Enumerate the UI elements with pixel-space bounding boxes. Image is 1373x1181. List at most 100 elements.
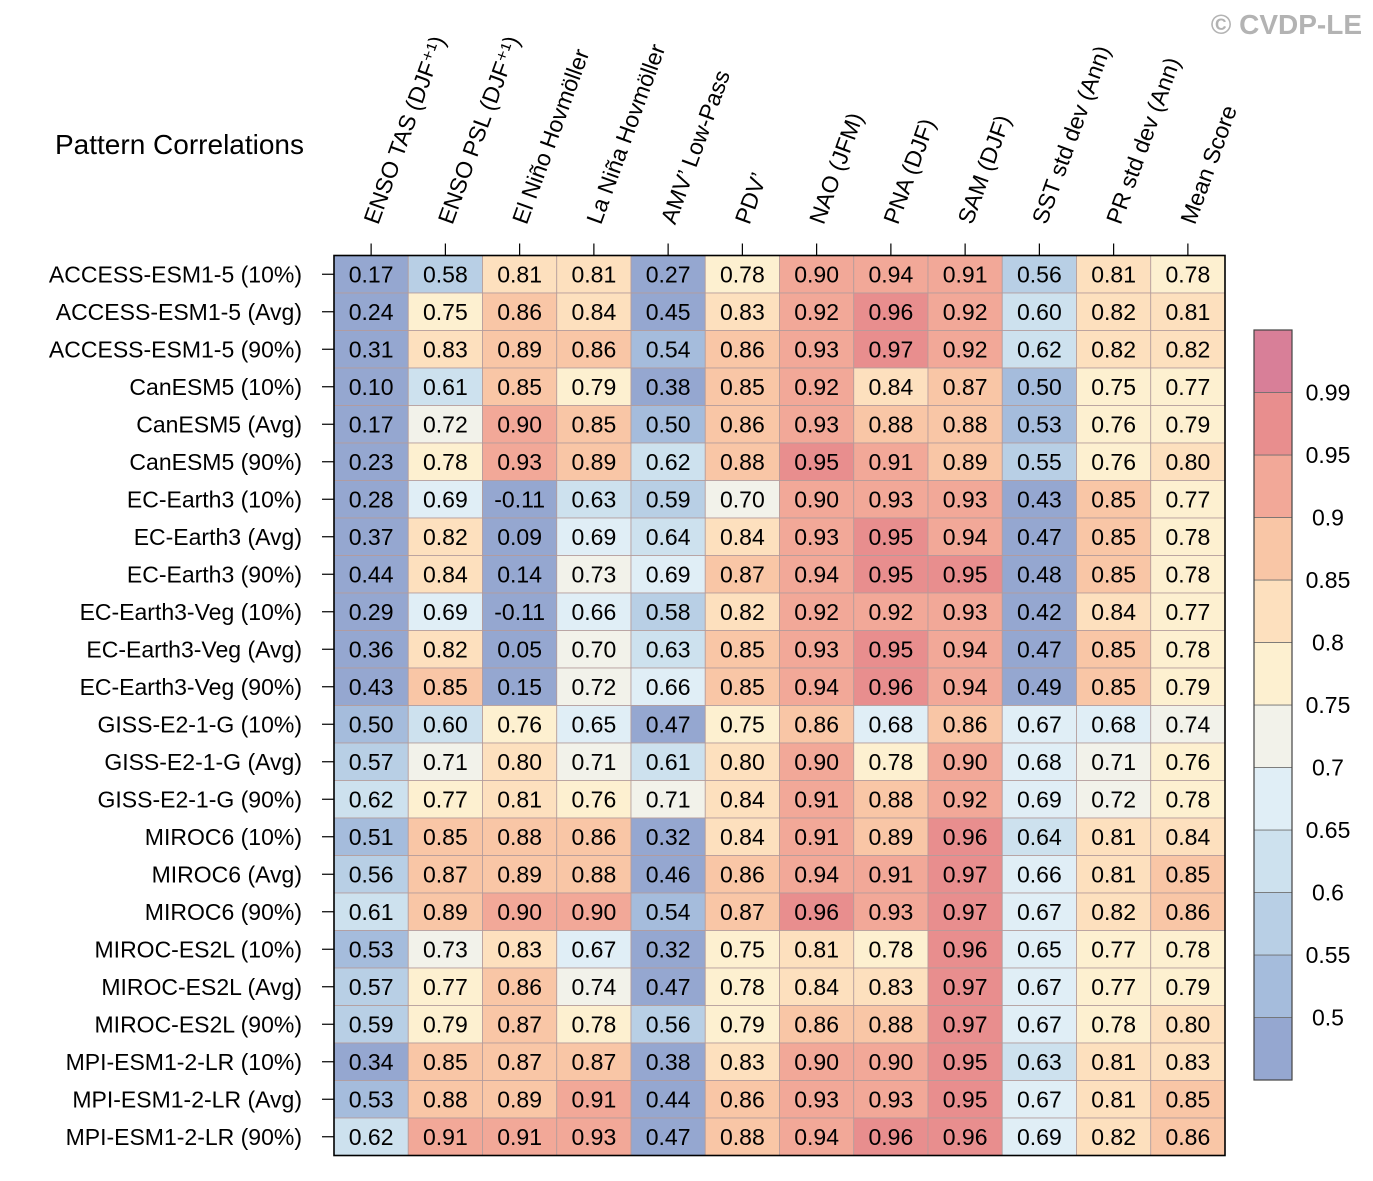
row-label: MPI-ESM1-2-LR (Avg) [72,1086,302,1112]
colorbar: 0.5 0.55 0.6 0.65 0.7 0.75 0.8 0.85 0.9 0.95 0.99 [1253,329,1350,1081]
heatmap-cell [556,1042,632,1081]
cell-value-label: 0.86 [794,1011,839,1037]
heatmap-cell [927,367,1003,406]
colorbar-tick-label: 0.8 [1312,630,1344,656]
cell-value-label: 0.85 [1091,636,1136,662]
cell-value-label: 0.32 [646,824,691,850]
cell-value-label: 0.69 [423,486,468,512]
cell-value-label: 0.88 [943,411,988,437]
heatmap-cell [779,1005,855,1044]
cell-value-label: 0.92 [868,599,913,625]
heatmap-cell [407,367,483,406]
heatmap-cell [1001,1005,1077,1044]
heatmap-cell [482,667,558,706]
cell-value-label: 0.92 [794,374,839,400]
cell-value-label: 0.81 [497,786,542,812]
heatmap-cell [779,892,855,931]
cell-value-label: 0.87 [720,561,765,587]
heatmap-cell [407,255,483,294]
heatmap-cell [927,855,1003,894]
cell-value-label: 0.79 [720,1011,765,1037]
cell-value-label: 0.60 [423,711,468,737]
cell-value-label: 0.91 [943,261,988,287]
cell-value-label: 0.94 [794,561,839,587]
heatmap-cell [779,930,855,969]
heatmap-cell [333,705,409,744]
heatmap-cell [927,1080,1003,1119]
heatmap-cell [407,517,483,556]
cell-value-label: 0.91 [497,1124,542,1150]
cell-value-label: 0.93 [794,524,839,550]
colorbar-swatch [1253,892,1293,956]
cell-value-label: 0.27 [646,261,691,287]
row-label: CanESM5 (10%) [129,374,302,400]
cell-value-label: 0.62 [349,786,394,812]
row-label: MPI-ESM1-2-LR (90%) [66,1124,302,1150]
cell-value-label: 0.83 [423,336,468,362]
heatmap-cell [482,292,558,331]
cell-value-label: 0.85 [720,674,765,700]
cell-value-label: 0.88 [571,861,616,887]
heatmap-cell [779,555,855,594]
row-label: MIROC-ES2L (10%) [95,936,302,962]
heatmap-cell [1076,405,1152,444]
cell-value-label: 0.60 [1017,299,1062,325]
cell-value-label: 0.47 [646,711,691,737]
heatmap-cell [333,255,409,294]
cell-value-label: 0.81 [571,261,616,287]
heatmap-cell [927,442,1003,481]
cell-value-label: 0.82 [423,524,468,550]
cell-value-label: 0.67 [1017,899,1062,925]
cell-value-label: 0.76 [497,711,542,737]
colorbar-tick-label: 0.5 [1312,1005,1344,1031]
heatmap-cell [482,892,558,931]
cell-value-label: 0.93 [497,449,542,475]
column-label: ENSO TAS (DJF⁺¹) [358,32,450,227]
heatmap-cell [556,742,632,781]
heatmap-cell [779,480,855,519]
cell-value-label: 0.69 [571,524,616,550]
heatmap-cell [1076,367,1152,406]
cell-value-label: 0.63 [646,636,691,662]
cell-value-label: 0.78 [571,1011,616,1037]
heatmap-cell [779,1042,855,1081]
heatmap-cell [1001,1117,1077,1156]
heatmap-cell [853,667,929,706]
cell-value-label: 0.72 [423,411,468,437]
cell-value-label: 0.81 [1091,824,1136,850]
row-label: CanESM5 (Avg) [136,411,302,437]
colorbar-swatch [1253,954,1293,1018]
heatmap-cell [333,967,409,1006]
heatmap-cell [704,930,780,969]
heatmap-cell [853,517,929,556]
row-label: MIROC-ES2L (90%) [95,1011,302,1037]
heatmap-cell [853,742,929,781]
heatmap-cell [407,1005,483,1044]
cell-value-label: 0.86 [1165,899,1210,925]
cell-value-label: 0.48 [1017,561,1062,587]
heatmap-cell [1001,442,1077,481]
heatmap-cell [407,705,483,744]
heatmap-cell [927,930,1003,969]
cell-value-label: 0.87 [423,861,468,887]
heatmap-cell [779,967,855,1006]
cell-value-label: 0.61 [423,374,468,400]
heatmap-cell [333,630,409,669]
heatmap-cell [704,292,780,331]
column-label: SST std dev (Ann) [1027,42,1116,227]
heatmap-cell [333,930,409,969]
heatmap-cell [704,442,780,481]
heatmap-cell [630,630,706,669]
heatmap-cell [704,367,780,406]
heatmap-cell [556,1005,632,1044]
cell-value-label: 0.81 [794,936,839,962]
heatmap-cell [704,555,780,594]
heatmap-cell [482,592,558,631]
heatmap-cell [853,592,929,631]
cell-value-label: 0.61 [349,899,394,925]
heatmap-cell [1076,1117,1152,1156]
cell-value-label: 0.82 [1165,336,1210,362]
cell-value-label: 0.67 [1017,974,1062,1000]
